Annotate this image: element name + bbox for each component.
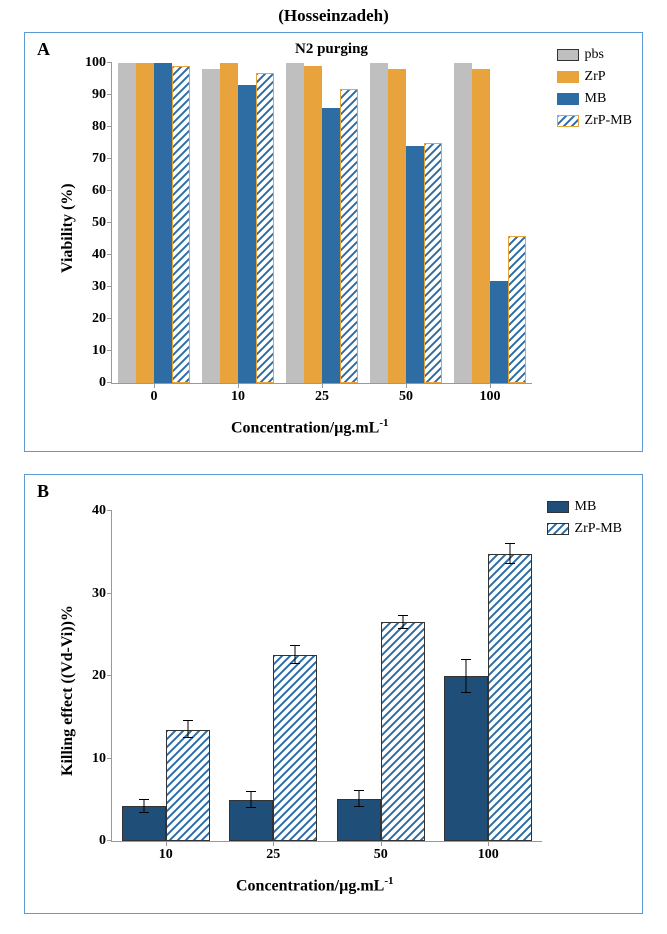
ytick-label: 100 xyxy=(85,55,112,71)
panel-a-subtitle: N2 purging xyxy=(295,41,368,58)
bar-zrpmb xyxy=(508,236,526,383)
swatch-zrp xyxy=(557,71,579,83)
ytick-label: 60 xyxy=(92,183,112,199)
panel-a-xlabel: Concentration/µg.mL-1 xyxy=(231,417,389,437)
legend-label: MB xyxy=(575,499,597,515)
ytick-label: 80 xyxy=(92,119,112,135)
legend-item: MB xyxy=(557,91,632,107)
legend-item: ZrP xyxy=(557,69,632,85)
panel-a-xlabel-sup: -1 xyxy=(379,417,388,429)
bar-zrpmb xyxy=(424,143,442,383)
legend-label: ZrP-MB xyxy=(575,521,622,537)
ytick-label: 90 xyxy=(92,87,112,103)
bar-mb xyxy=(322,108,340,383)
legend-item: ZrP-MB xyxy=(557,113,632,129)
bar-zrpmb xyxy=(172,66,190,383)
bar-mb xyxy=(406,146,424,383)
ytick-label: 20 xyxy=(92,311,112,327)
bar-mb xyxy=(238,85,256,383)
ytick-label: 70 xyxy=(92,151,112,167)
panel-b-xlabel: Concentration/µg.mL-1 xyxy=(236,875,394,895)
panel-b-xlabel-text: Concentration/µg.mL xyxy=(236,877,384,894)
bar-zrp xyxy=(388,69,406,383)
bar-zrpmb xyxy=(340,89,358,383)
swatch-pbs xyxy=(557,49,579,61)
ytick-label: 0 xyxy=(99,833,112,849)
page-title: (Hosseinzadeh) xyxy=(0,6,667,26)
legend-label: MB xyxy=(585,91,607,107)
bar-mb xyxy=(444,676,488,841)
swatch-mb xyxy=(547,501,569,513)
bar-pbs xyxy=(118,63,136,383)
ytick-label: 40 xyxy=(92,247,112,263)
bar-pbs xyxy=(454,63,472,383)
ytick-label: 0 xyxy=(99,375,112,391)
panel-b: B 010203040102550100 Killing effect ((Vd… xyxy=(24,474,643,914)
swatch-zrpmb xyxy=(547,523,569,535)
legend-label: ZrP xyxy=(585,69,606,85)
panel-b-letter: B xyxy=(37,481,49,502)
panel-a-legend: pbs ZrP MB ZrP-MB xyxy=(557,47,632,135)
legend-item: MB xyxy=(547,499,622,515)
legend-label: ZrP-MB xyxy=(585,113,632,129)
panel-a-plot: 01020304050607080901000102550100 xyxy=(111,63,532,384)
swatch-zrpmb xyxy=(557,115,579,127)
panel-b-ylabel: Killing effect ((Vd-Vi))% xyxy=(59,605,77,776)
swatch-mb xyxy=(557,93,579,105)
ytick-label: 10 xyxy=(92,751,112,767)
ytick-label: 30 xyxy=(92,279,112,295)
bar-mb xyxy=(490,281,508,383)
bar-pbs xyxy=(286,63,304,383)
bar-pbs xyxy=(202,69,220,383)
legend-item: ZrP-MB xyxy=(547,521,622,537)
bar-zrpmb xyxy=(256,73,274,383)
ytick-label: 30 xyxy=(92,586,112,602)
panel-b-xlabel-sup: -1 xyxy=(384,875,393,887)
panel-a-letter: A xyxy=(37,39,50,60)
bar-zrp xyxy=(136,63,154,383)
bar-pbs xyxy=(370,63,388,383)
ytick-label: 10 xyxy=(92,343,112,359)
legend-item: pbs xyxy=(557,47,632,63)
ytick-label: 20 xyxy=(92,668,112,684)
panel-b-legend: MB ZrP-MB xyxy=(547,499,622,543)
bar-mb xyxy=(154,63,172,383)
panel-a-xlabel-text: Concentration/µg.mL xyxy=(231,419,379,436)
bar-zrp xyxy=(472,69,490,383)
panel-b-plot: 010203040102550100 xyxy=(111,511,542,842)
ytick-label: 40 xyxy=(92,503,112,519)
bar-zrpmb xyxy=(381,622,425,841)
legend-label: pbs xyxy=(585,47,604,63)
bar-zrp xyxy=(304,66,322,383)
bar-zrpmb xyxy=(488,554,532,841)
bar-zrp xyxy=(220,63,238,383)
panel-a: A N2 purging 010203040506070809010001025… xyxy=(24,32,643,452)
bar-zrpmb xyxy=(273,655,317,841)
bar-zrpmb xyxy=(166,730,210,841)
panel-a-ylabel: Viability (%) xyxy=(59,183,77,273)
ytick-label: 50 xyxy=(92,215,112,231)
